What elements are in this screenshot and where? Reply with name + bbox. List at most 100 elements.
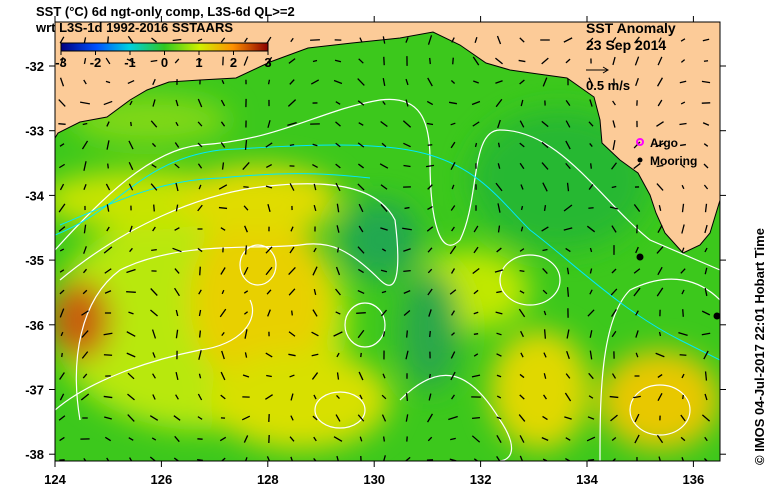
current-arrow [220,99,226,107]
current-arrow [657,225,663,233]
current-arrow [681,457,685,461]
current-arrow [357,329,365,339]
current-arrow [380,309,388,317]
x-tick-label: 132 [470,472,492,487]
current-arrow [107,163,109,169]
current-arrow [152,226,156,232]
current-arrow [197,163,203,169]
current-arrow [425,164,435,168]
current-arrow [219,308,227,318]
current-arrow [542,289,548,295]
current-arrow [129,247,133,253]
current-arrow [218,184,228,190]
current-arrow [150,309,158,317]
current-arrow [541,437,549,441]
current-arrow [633,162,641,170]
current-arrow [152,99,156,107]
current-arrow [563,37,573,43]
current-arrow [656,434,664,444]
current-arrow [60,57,64,65]
current-arrow [267,79,271,85]
current-arrow [542,267,548,275]
current-arrow [150,59,158,63]
current-arrow [704,287,708,297]
current-arrow [174,227,180,231]
current-arrow [336,203,340,213]
current-arrow [312,143,318,147]
current-arrow [681,289,685,295]
current-arrow [612,139,616,151]
current-arrow [586,225,596,233]
current-arrow [106,140,110,150]
map-title: SST Anomaly [586,20,676,36]
current-arrow [310,79,320,85]
current-arrow [153,204,155,212]
current-arrow [658,331,662,337]
current-arrow [565,437,571,441]
current-arrow [519,37,525,43]
current-arrow [473,311,479,315]
current-arrow [59,183,65,191]
current-arrow [358,58,364,64]
current-arrow [313,247,317,253]
current-arrow [197,142,203,148]
current-arrow [174,142,180,148]
current-arrow [541,162,549,170]
current-arrow [58,226,66,232]
current-arrow [128,311,134,315]
current-arrow [589,268,593,274]
current-arrow [357,100,365,106]
current-arrow [448,101,458,105]
current-arrow [656,77,664,87]
current-arrow [333,436,343,442]
current-arrow [450,310,456,316]
current-arrow [105,80,111,84]
current-arrow [634,413,640,423]
current-arrow [127,79,135,85]
current-arrow [427,206,433,210]
current-arrow [333,331,343,337]
current-arrow [563,204,573,212]
current-arrow [243,435,249,443]
current-arrow [611,373,617,379]
current-arrow [175,99,179,107]
current-arrow [266,36,272,44]
current-arrow [152,373,156,379]
current-arrow [106,204,110,212]
current-arrow [219,436,227,442]
current-arrow [265,266,273,276]
current-arrow [427,77,433,87]
y-tick-label: -35 [25,253,44,268]
current-arrow [496,332,502,336]
colorbar-tick-label: 1 [195,55,202,70]
current-arrow [126,331,136,337]
current-arrow [126,352,136,358]
x-tick-label: 126 [151,472,173,487]
x-tick-label: 124 [44,472,66,487]
current-arrow [704,393,708,401]
current-arrow [149,456,157,461]
current-arrow [61,352,63,358]
y-tick-label: -38 [25,447,44,462]
current-arrow [451,226,455,232]
y-tick-label: -36 [25,318,44,333]
current-arrow [473,225,479,233]
current-arrow [681,373,685,379]
current-arrow [107,36,109,44]
current-arrow [359,394,363,400]
current-arrow [519,248,525,252]
current-arrow [172,38,182,42]
current-arrow [402,227,412,231]
current-arrow [655,142,665,148]
current-arrow [427,247,433,253]
current-arrow [197,38,203,42]
current-arrow [266,289,272,295]
current-arrow [173,415,181,421]
current-arrow [383,455,386,461]
current-arrow [429,57,431,65]
current-arrow [429,373,431,379]
current-arrow [129,100,133,106]
current-arrow [313,394,317,400]
x-tick-label: 136 [683,472,705,487]
current-arrow [681,203,685,213]
